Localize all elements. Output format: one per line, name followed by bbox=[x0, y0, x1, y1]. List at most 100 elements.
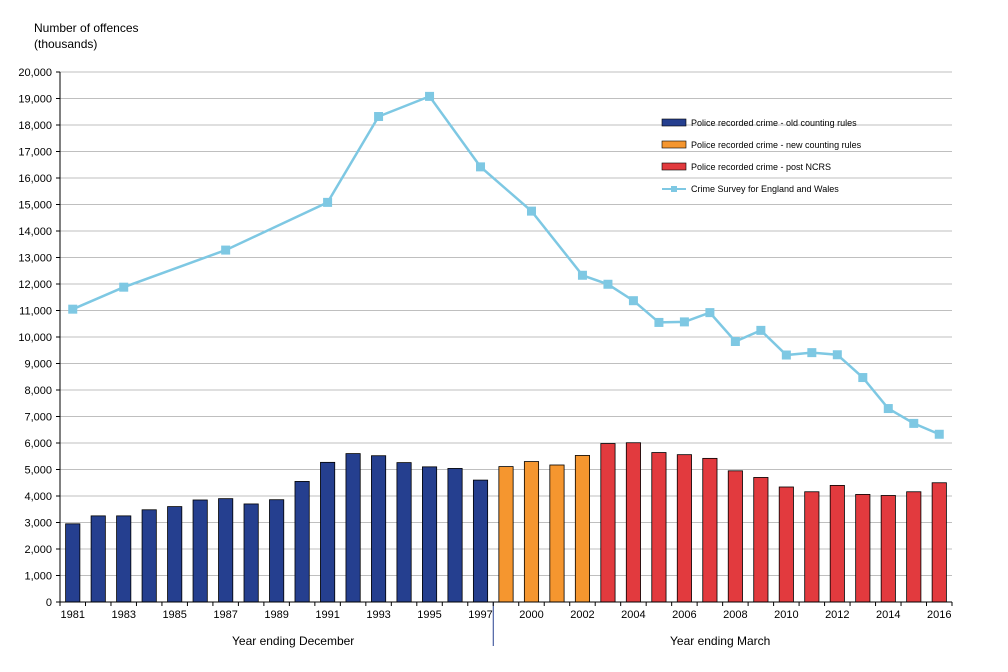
y-tick-label: 3,000 bbox=[24, 518, 52, 530]
group-label-march: Year ending March bbox=[670, 634, 771, 648]
survey-point-1987 bbox=[221, 245, 231, 255]
y-tick-label: 1,000 bbox=[24, 571, 52, 583]
survey-point-1981 bbox=[68, 304, 78, 314]
y-tick-label: 11,000 bbox=[19, 306, 52, 318]
x-tick-label-1983: 1983 bbox=[111, 609, 135, 621]
bar-2016 bbox=[931, 482, 947, 603]
bar-2007 bbox=[702, 457, 718, 603]
bar-1992 bbox=[345, 453, 361, 603]
bar-2012 bbox=[829, 484, 845, 603]
legend-swatch-1 bbox=[661, 140, 687, 149]
bar-2010 bbox=[778, 486, 794, 603]
survey-point-2006 bbox=[679, 317, 689, 327]
survey-point-2004 bbox=[628, 296, 638, 306]
legend-label-0: Police recorded crime - old counting rul… bbox=[691, 118, 857, 128]
x-tick-label-2006: 2006 bbox=[672, 609, 696, 621]
bar-1994 bbox=[396, 462, 412, 603]
x-tick-label-1989: 1989 bbox=[264, 609, 288, 621]
y-tick-label: 16,000 bbox=[18, 173, 52, 185]
y-tick-label: 14,000 bbox=[18, 226, 52, 238]
bar-1981 bbox=[65, 523, 81, 603]
y-axis-ticks: 0 1,000 2,000 3,000 4,000 5,000 6,000 7,000 8,00… bbox=[18, 67, 60, 609]
x-tick-label-1993: 1993 bbox=[366, 609, 390, 621]
y-tick-label: 4,000 bbox=[24, 491, 52, 503]
bar-1984 bbox=[141, 509, 157, 603]
bar-1989 bbox=[269, 499, 285, 603]
survey-point-2014 bbox=[883, 404, 893, 414]
y-tick-label: 19,000 bbox=[18, 94, 52, 106]
bar-1991 bbox=[320, 461, 336, 603]
survey-point-2002 bbox=[577, 270, 587, 280]
y-tick-label: 2,000 bbox=[24, 544, 52, 556]
bar-1982 bbox=[90, 515, 106, 603]
bars bbox=[65, 442, 947, 603]
survey-point-2012 bbox=[832, 350, 842, 360]
bar-2001 bbox=[549, 464, 565, 603]
x-axis-ticks: 1981 1983 1985 1987 1989 1991 1993 1995 1997 2000… bbox=[59, 602, 953, 621]
x-tick-label-2010: 2010 bbox=[774, 609, 798, 621]
bar-2005 bbox=[651, 452, 667, 603]
bar-1995 bbox=[422, 466, 438, 603]
x-tick-label-2012: 2012 bbox=[825, 609, 849, 621]
y-tick-label: 13,000 bbox=[18, 253, 52, 265]
survey-point-2000 bbox=[526, 206, 536, 216]
y-tick-label: 12,000 bbox=[18, 279, 52, 291]
x-tick-label-2004: 2004 bbox=[621, 609, 645, 621]
y-tick-label: 15,000 bbox=[18, 200, 52, 212]
bar-1986 bbox=[192, 499, 208, 603]
survey-point-2005 bbox=[654, 317, 664, 327]
bar-1990 bbox=[294, 481, 310, 603]
y-tick-label: 0 bbox=[46, 597, 52, 609]
survey-point-1991 bbox=[323, 197, 333, 207]
x-tick-label-1991: 1991 bbox=[315, 609, 339, 621]
group-label-december: Year ending December bbox=[232, 634, 355, 648]
bar-1993 bbox=[371, 455, 387, 603]
bar-2003 bbox=[600, 443, 616, 603]
y-tick-label: 17,000 bbox=[18, 147, 52, 159]
legend-line-marker bbox=[671, 186, 677, 192]
y-tick-label: 20,000 bbox=[18, 67, 52, 79]
bar-2000 bbox=[523, 461, 540, 603]
bar-1997 bbox=[472, 479, 489, 603]
bar-2011 bbox=[804, 491, 820, 603]
x-tick-label-1981: 1981 bbox=[61, 609, 85, 621]
y-axis-title-line1: Number of offences bbox=[34, 21, 139, 35]
survey-point-2008 bbox=[730, 337, 740, 347]
bar-1987 bbox=[218, 498, 234, 603]
y-tick-label: 5,000 bbox=[24, 465, 52, 477]
bar-1988 bbox=[243, 503, 259, 603]
x-tick-label-2002: 2002 bbox=[570, 609, 594, 621]
y-tick-label: 8,000 bbox=[24, 385, 52, 397]
survey-point-2016 bbox=[934, 429, 944, 439]
legend-swatch-0 bbox=[661, 118, 687, 127]
x-tick-label-2014: 2014 bbox=[876, 609, 900, 621]
legend: Police recorded crime - old counting rul… bbox=[661, 118, 862, 194]
bar-1985 bbox=[167, 506, 183, 603]
bar-2009 bbox=[753, 477, 769, 603]
survey-point-1997 bbox=[476, 162, 486, 172]
survey-point-2013 bbox=[858, 373, 868, 383]
survey-point-1993 bbox=[374, 112, 384, 122]
y-tick-label: 10,000 bbox=[18, 332, 52, 344]
x-tick-label-1995: 1995 bbox=[417, 609, 441, 621]
survey-point-2011 bbox=[807, 348, 817, 358]
survey-point-2009 bbox=[756, 325, 766, 335]
y-tick-label: 7,000 bbox=[24, 412, 52, 424]
survey-point-2015 bbox=[909, 418, 919, 428]
x-tick-label-1997: 1997 bbox=[468, 609, 492, 621]
x-tick-label-2000: 2000 bbox=[519, 609, 543, 621]
y-tick-label: 6,000 bbox=[24, 438, 52, 450]
bar-2014 bbox=[880, 495, 896, 603]
legend-label-survey: Crime Survey for England and Wales bbox=[691, 184, 839, 194]
y-axis-title-line2: (thousands) bbox=[34, 37, 98, 51]
survey-point-2003 bbox=[603, 279, 613, 289]
survey-line bbox=[68, 91, 944, 439]
legend-label-1: Police recorded crime - new counting rul… bbox=[691, 140, 862, 150]
bar-1996 bbox=[447, 468, 463, 603]
axes bbox=[59, 72, 952, 646]
x-tick-label-2008: 2008 bbox=[723, 609, 747, 621]
survey-point-1995 bbox=[425, 91, 435, 101]
x-tick-label-1987: 1987 bbox=[213, 609, 237, 621]
bar-2006 bbox=[676, 454, 692, 603]
